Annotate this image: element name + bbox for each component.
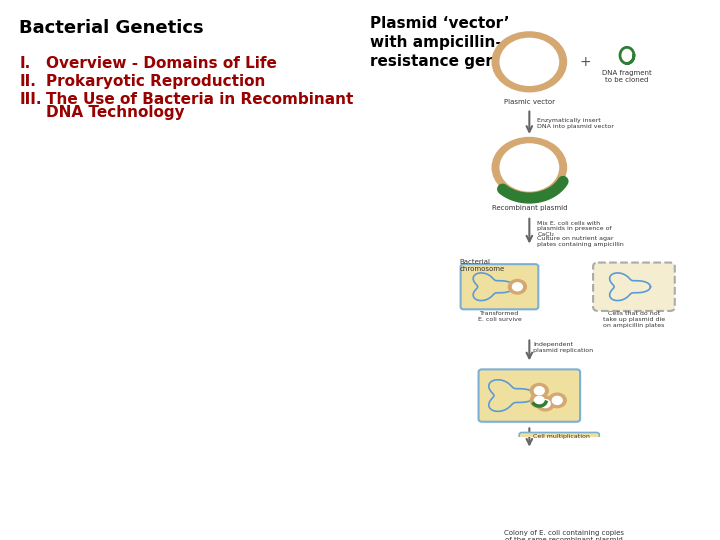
Text: DNA Technology: DNA Technology (46, 105, 185, 119)
Ellipse shape (500, 143, 559, 192)
Circle shape (570, 447, 577, 453)
Circle shape (534, 396, 544, 404)
Circle shape (497, 450, 510, 462)
Circle shape (570, 456, 577, 462)
Circle shape (589, 487, 597, 493)
Text: Enzymatically insert
DNA into plasmid vector: Enzymatically insert DNA into plasmid ve… (537, 118, 614, 129)
Circle shape (589, 496, 597, 503)
FancyBboxPatch shape (519, 433, 599, 473)
Circle shape (548, 393, 566, 408)
Circle shape (654, 503, 662, 509)
Circle shape (520, 501, 527, 508)
Text: Mix E. coli cells with
plasmids in presence of
CaCl₂: Mix E. coli cells with plasmids in prese… (537, 221, 612, 237)
Text: I.: I. (19, 56, 30, 71)
Text: Cells that do not
take up plasmid die
on ampicillin plates: Cells that do not take up plasmid die on… (603, 311, 665, 328)
Circle shape (651, 501, 665, 511)
Ellipse shape (492, 137, 567, 198)
Text: Recombinant plasmid: Recombinant plasmid (492, 205, 567, 211)
Circle shape (513, 283, 522, 291)
Text: The Use of Bacteria in Recombinant: The Use of Bacteria in Recombinant (46, 92, 354, 107)
Circle shape (520, 491, 527, 498)
Circle shape (651, 491, 665, 502)
FancyBboxPatch shape (449, 439, 529, 480)
Text: Bacterial Genetics: Bacterial Genetics (19, 19, 204, 37)
Text: II.: II. (19, 74, 36, 89)
Text: Plasmic vector: Plasmic vector (504, 99, 555, 105)
Circle shape (516, 489, 531, 501)
Circle shape (540, 400, 550, 408)
FancyBboxPatch shape (469, 477, 549, 518)
Text: Plasmid ‘vector’
with ampicillin-
resistance gene: Plasmid ‘vector’ with ampicillin- resist… (370, 16, 510, 69)
Circle shape (641, 464, 655, 475)
Circle shape (500, 453, 508, 459)
Text: III.: III. (19, 92, 42, 107)
Circle shape (552, 396, 562, 404)
Circle shape (654, 493, 662, 500)
Circle shape (566, 444, 580, 455)
FancyBboxPatch shape (479, 369, 580, 422)
Text: Overview - Domains of Life: Overview - Domains of Life (46, 56, 277, 71)
Text: DNA fragment
to be cloned: DNA fragment to be cloned (602, 70, 652, 83)
Circle shape (536, 396, 554, 411)
Ellipse shape (492, 31, 567, 92)
Ellipse shape (500, 38, 559, 86)
FancyBboxPatch shape (539, 473, 619, 514)
Text: Cell multiplication: Cell multiplication (534, 434, 590, 439)
Circle shape (516, 499, 531, 510)
Circle shape (644, 467, 652, 473)
Circle shape (531, 393, 548, 408)
Text: Transformed
E. coli survive: Transformed E. coli survive (477, 311, 521, 322)
Circle shape (586, 494, 600, 505)
Text: Prokaryotic Reproduction: Prokaryotic Reproduction (46, 74, 266, 89)
Text: Culture on nutrient agar
plates containing ampicillin: Culture on nutrient agar plates containi… (537, 236, 624, 247)
Circle shape (500, 463, 508, 469)
Circle shape (566, 454, 580, 465)
FancyBboxPatch shape (461, 264, 539, 309)
Circle shape (534, 387, 544, 395)
FancyBboxPatch shape (604, 479, 684, 520)
Circle shape (508, 280, 526, 294)
Circle shape (641, 455, 655, 465)
Text: Independent
plasmid replication: Independent plasmid replication (534, 342, 593, 353)
FancyBboxPatch shape (594, 443, 674, 484)
Circle shape (497, 460, 510, 471)
Text: Colony of E. coli containing copies
of the same recombinant plasmid: Colony of E. coli containing copies of t… (504, 530, 624, 540)
Circle shape (531, 383, 548, 398)
Text: +: + (580, 55, 591, 69)
FancyBboxPatch shape (593, 262, 675, 311)
Circle shape (586, 484, 600, 496)
Text: Bacterial
chromosome: Bacterial chromosome (459, 259, 505, 272)
Circle shape (644, 457, 652, 463)
